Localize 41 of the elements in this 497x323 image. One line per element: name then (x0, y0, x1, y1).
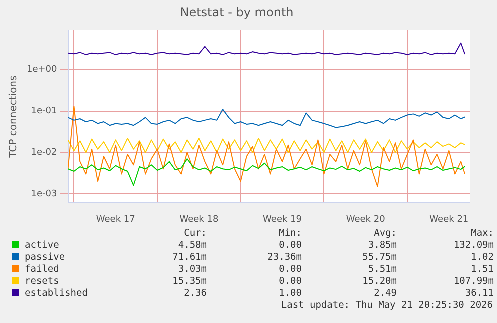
text: 55.75m (362, 252, 397, 264)
text: Avg: (373, 228, 397, 240)
x-tick-label: Week 19 (263, 214, 302, 225)
chart-title: Netstat - by month (180, 5, 294, 20)
legend-label: failed (24, 264, 60, 276)
legend-label: resets (24, 276, 60, 288)
legend-label: passive (24, 252, 66, 264)
x-tick-label: Week 21 (430, 214, 469, 225)
legend-label: active (24, 240, 60, 252)
x-tick-label: Week 17 (96, 214, 136, 225)
text: 2.36 (183, 288, 207, 300)
y-tick-label: 1e-01 (31, 106, 58, 117)
text: 5.51m (367, 264, 397, 276)
y-tick-label: 1e+00 (26, 65, 58, 76)
y-tick-label: 1e-03 (31, 189, 58, 200)
text: 2.49 (373, 288, 397, 300)
text: 15.35m (172, 276, 207, 288)
text: 4.58m (177, 240, 207, 252)
text: 0.00 (278, 240, 302, 252)
text: 23.36m (266, 252, 302, 264)
text: 0.00 (278, 264, 302, 276)
text: Max: (470, 228, 494, 240)
text: 1.02 (470, 252, 494, 264)
text: 36.11 (464, 288, 494, 300)
text: 1.00 (278, 288, 302, 300)
text: Last update: Thu May 21 20:25:30 2026 (280, 300, 494, 312)
text: Min: (278, 228, 302, 240)
text: 15.20m (362, 276, 397, 288)
text: 107.99m (452, 276, 494, 288)
y-axis-title: TCP connections (8, 76, 20, 159)
legend-label: established (24, 288, 89, 300)
text: 1.51 (470, 264, 494, 276)
y-tick-label: 1e-02 (31, 148, 58, 158)
text: 3.85m (367, 240, 397, 252)
text: 3.03m (177, 264, 207, 276)
text: 0.00 (278, 276, 302, 288)
text: 132.09m (452, 240, 494, 252)
text: Cur: (183, 228, 207, 240)
text: 71.61m (172, 252, 207, 264)
x-tick-label: Week 20 (346, 214, 386, 225)
x-tick-label: Week 18 (180, 214, 219, 225)
